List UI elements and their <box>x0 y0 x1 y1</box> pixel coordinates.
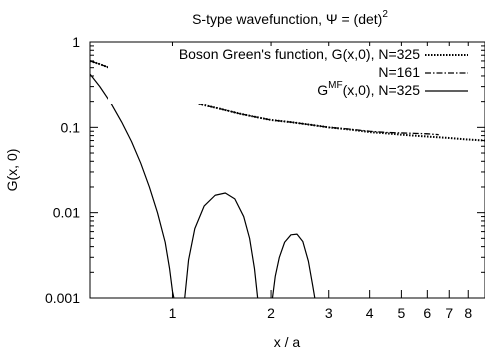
legend-label-series-2: N=161 <box>378 64 420 80</box>
x-tick-label-4: 4 <box>366 305 374 321</box>
legend-label-series-3: GMF(x,0), N=325 <box>317 80 420 98</box>
y-tick-label-4: 1 <box>72 34 80 50</box>
x-tick-label-8: 8 <box>464 305 472 321</box>
series-3-line-segment-3 <box>271 233 316 299</box>
series-3-line-segment-2 <box>184 192 259 299</box>
x-axis-label: x / a <box>274 334 301 350</box>
legend-label-series-3-rest: (x,0), N=325 <box>343 82 421 98</box>
y-tick-label-1: 0.001 <box>45 290 80 306</box>
chart-title: S-type wavefunction, Ψ = (det)2 <box>192 9 388 27</box>
x-tick-label-3: 3 <box>325 305 333 321</box>
chart-title-main: S-type wavefunction, Ψ = (det) <box>192 11 382 27</box>
y-tick-label-3: 0.1 <box>61 119 81 135</box>
legend: Boson Green's function, G(x,0), N=325 N=… <box>108 46 473 104</box>
x-tick-label-7: 7 <box>445 305 453 321</box>
chart-title-superscript: 2 <box>382 9 388 20</box>
tick-labels: 1 2 3 4 5 6 7 8 0.001 0.01 0.1 1 <box>45 34 472 321</box>
series-3-line-segment-1 <box>89 73 175 299</box>
y-axis-label: G(x, 0) <box>4 149 20 192</box>
legend-label-series-1: Boson Green's function, G(x,0), N=325 <box>179 46 420 62</box>
x-tick-label-2: 2 <box>267 305 275 321</box>
x-tick-label-5: 5 <box>397 305 405 321</box>
legend-label-series-3-base: G <box>317 82 328 98</box>
x-tick-label-6: 6 <box>423 305 431 321</box>
legend-label-series-3-sup: MF <box>328 80 342 91</box>
plot-frame <box>89 41 485 299</box>
x-tick-label-1: 1 <box>169 305 177 321</box>
y-tick-label-2: 0.01 <box>53 205 80 221</box>
legend-background <box>108 46 473 104</box>
